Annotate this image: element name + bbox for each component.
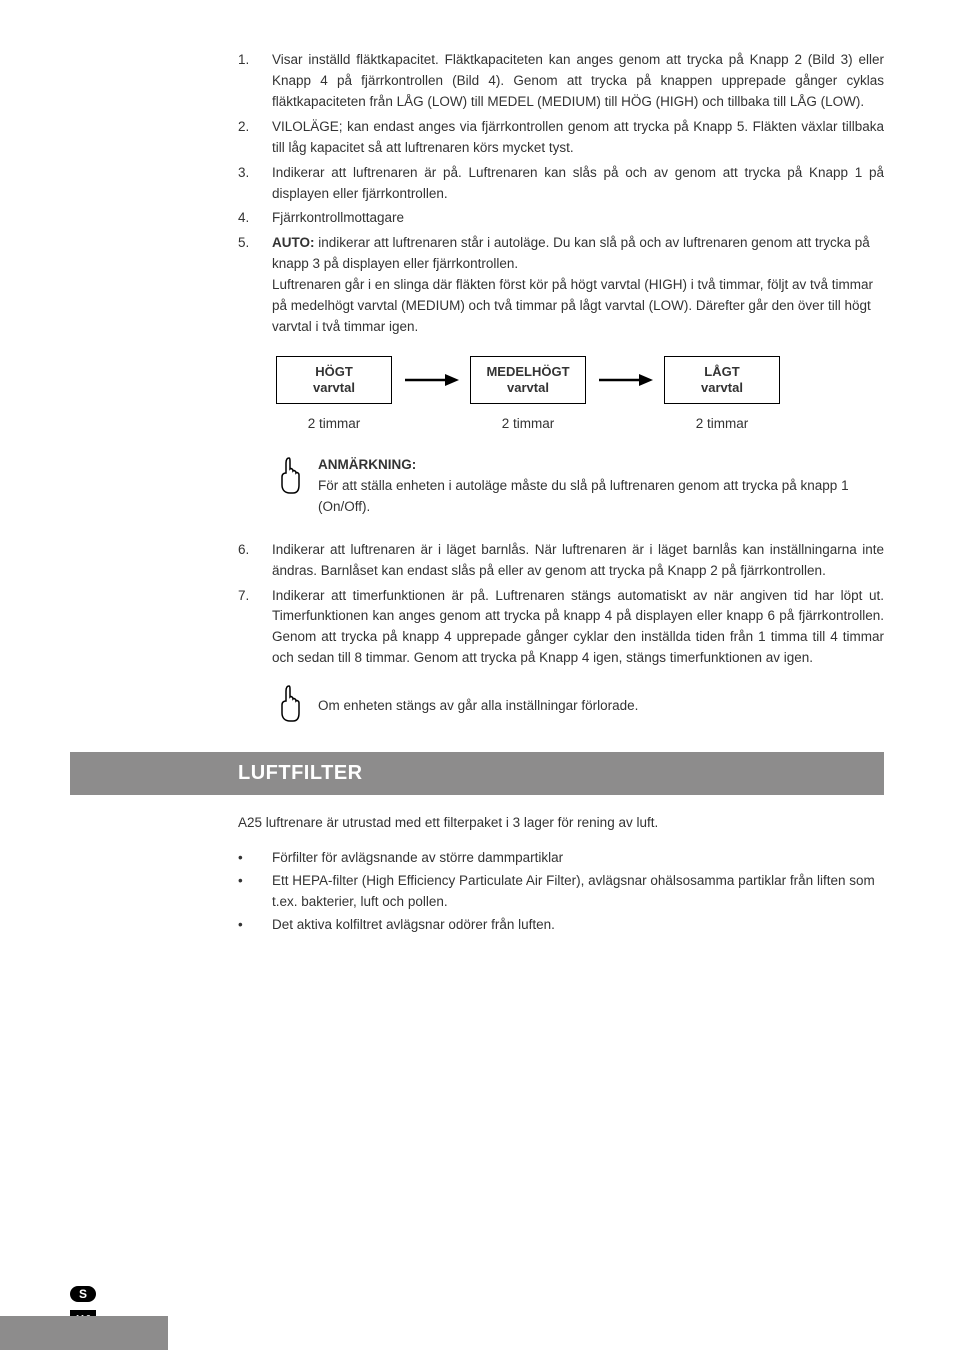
list-text: Indikerar att luftrenaren är på. Luftren… bbox=[272, 163, 884, 205]
note-block: ANMÄRKNING: För att ställa enheten i aut… bbox=[274, 455, 884, 518]
bullet-item: • Det aktiva kolfiltret avlägsnar odörer… bbox=[70, 915, 884, 936]
list-item: 2. VILOLÄGE; kan endast anges via fjärrk… bbox=[238, 117, 884, 159]
list-item: 4. Fjärrkontrollmottagare bbox=[238, 208, 884, 229]
bullet-text: Ett HEPA-filter (High Efficiency Particu… bbox=[272, 871, 884, 913]
bullet-text: Förfilter för avlägsnande av större damm… bbox=[272, 848, 563, 869]
bullet-marker: • bbox=[238, 848, 272, 869]
list-number: 5. bbox=[238, 233, 272, 338]
footer-bar bbox=[0, 1316, 168, 1350]
item5-text-a: indikerar att luftrenaren står i autoläg… bbox=[272, 235, 870, 271]
body-paragraph: A25 luftrenare är utrustad med ett filte… bbox=[70, 813, 884, 834]
page: 1. Visar inställd fläktkapacitet. Fläktk… bbox=[0, 0, 954, 1350]
auto-label: AUTO: bbox=[272, 235, 315, 250]
list-item: 3. Indikerar att luftrenaren är på. Luft… bbox=[238, 163, 884, 205]
list-number: 2. bbox=[238, 117, 272, 159]
diagram-box: LÅGTvarvtal bbox=[664, 356, 780, 404]
cycle-diagram: HÖGTvarvtal 2 timmar MEDELHÖGTvarvtal 2 … bbox=[274, 356, 884, 435]
list-number: 7. bbox=[238, 586, 272, 670]
diagram-column: HÖGTvarvtal 2 timmar bbox=[274, 356, 394, 435]
list-item: 6. Indikerar att luftrenaren är i läget … bbox=[238, 540, 884, 582]
numbered-list-1: 1. Visar inställd fläktkapacitet. Fläktk… bbox=[70, 50, 884, 338]
note-block-2: Om enheten stängs av går alla inställnin… bbox=[274, 683, 884, 730]
list-text: Indikerar att timerfunktionen är på. Luf… bbox=[272, 586, 884, 670]
item5-text-b: Luftrenaren går i en slinga där fläkten … bbox=[272, 275, 884, 338]
bullet-item: • Ett HEPA-filter (High Efficiency Parti… bbox=[70, 871, 884, 913]
box-line1: MEDELHÖGT bbox=[486, 364, 569, 379]
list-number: 1. bbox=[238, 50, 272, 113]
box-line1: LÅGT bbox=[704, 364, 739, 379]
list-number: 3. bbox=[238, 163, 272, 205]
list-item: 5. AUTO: indikerar att luftrenaren står … bbox=[238, 233, 884, 338]
note-body: För att ställa enheten i autoläge måste … bbox=[318, 476, 884, 518]
bullet-item: • Förfilter för avlägsnande av större da… bbox=[70, 848, 884, 869]
list-text: Visar inställd fläktkapacitet. Fläktkapa… bbox=[272, 50, 884, 113]
note-title: ANMÄRKNING: bbox=[318, 455, 884, 476]
list-item: 7. Indikerar att timerfunktionen är på. … bbox=[238, 586, 884, 670]
hand-icon bbox=[274, 683, 304, 730]
arrow-icon bbox=[588, 356, 662, 404]
numbered-list-2: 6. Indikerar att luftrenaren är i läget … bbox=[70, 540, 884, 670]
hand-icon bbox=[274, 455, 304, 518]
list-item: 1. Visar inställd fläktkapacitet. Fläktk… bbox=[238, 50, 884, 113]
box-line1: HÖGT bbox=[315, 364, 353, 379]
language-badge: S bbox=[70, 1286, 96, 1302]
section-title-bar: LUFTFILTER bbox=[70, 752, 884, 795]
diagram-box: HÖGTvarvtal bbox=[276, 356, 392, 404]
list-text: Indikerar att luftrenaren är i läget bar… bbox=[272, 540, 884, 582]
box-line2: varvtal bbox=[507, 380, 549, 395]
diagram-sub: 2 timmar bbox=[308, 414, 361, 435]
diagram-box: MEDELHÖGTvarvtal bbox=[470, 356, 586, 404]
box-line2: varvtal bbox=[701, 380, 743, 395]
list-number: 6. bbox=[238, 540, 272, 582]
page-footer: S 116 bbox=[0, 1298, 954, 1350]
bullet-marker: • bbox=[238, 871, 272, 913]
list-text: VILOLÄGE; kan endast anges via fjärrkont… bbox=[272, 117, 884, 159]
note-body: Om enheten stängs av går alla inställnin… bbox=[318, 696, 884, 717]
diagram-sub: 2 timmar bbox=[696, 414, 749, 435]
bullet-text: Det aktiva kolfiltret avlägsnar odörer f… bbox=[272, 915, 555, 936]
note-text: ANMÄRKNING: För att ställa enheten i aut… bbox=[318, 455, 884, 518]
bullet-marker: • bbox=[238, 915, 272, 936]
diagram-sub: 2 timmar bbox=[502, 414, 555, 435]
diagram-column: LÅGTvarvtal 2 timmar bbox=[662, 356, 782, 435]
diagram-column: MEDELHÖGTvarvtal 2 timmar bbox=[468, 356, 588, 435]
list-text: Fjärrkontrollmottagare bbox=[272, 208, 884, 229]
box-line2: varvtal bbox=[313, 380, 355, 395]
list-number: 4. bbox=[238, 208, 272, 229]
arrow-icon bbox=[394, 356, 468, 404]
list-text: AUTO: indikerar att luftrenaren står i a… bbox=[272, 233, 884, 338]
